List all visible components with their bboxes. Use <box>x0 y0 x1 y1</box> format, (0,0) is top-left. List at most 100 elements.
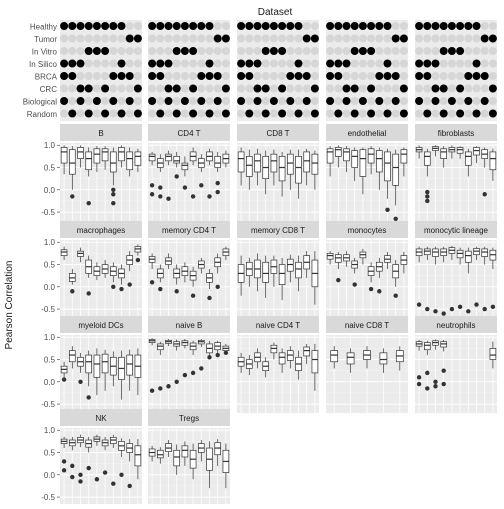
facet-strip <box>326 124 408 141</box>
dot-matrix-dot <box>391 59 400 68</box>
outlier-point <box>223 350 229 356</box>
dot-matrix-dot <box>84 97 93 105</box>
dot-matrix-dot <box>156 47 165 55</box>
dot-matrix-dot <box>431 47 440 55</box>
outlier-point <box>416 381 422 387</box>
box <box>295 156 302 184</box>
outlier-point <box>425 189 430 195</box>
dot-matrix-dot <box>350 97 359 105</box>
dot-matrix-dot <box>92 109 101 118</box>
dot-matrix-dot <box>464 84 473 93</box>
dot-matrix-dot <box>310 47 319 55</box>
dot-matrix-dot <box>464 97 473 105</box>
dot-matrix-dot <box>350 84 359 93</box>
box <box>68 350 76 363</box>
dot-matrix-dot <box>172 59 181 68</box>
dot-matrix-dot <box>399 34 408 43</box>
dot-matrix-dot <box>172 22 181 30</box>
dot-matrix-dot <box>294 34 303 43</box>
outlier-point <box>466 309 471 314</box>
dot-matrix-dot <box>68 72 77 80</box>
dot-matrix-dot <box>472 59 481 68</box>
facet-panel: endothelial <box>326 124 408 221</box>
dot-matrix-dot <box>197 59 206 68</box>
outlier-point <box>385 207 390 213</box>
dot-matrix-dot <box>213 109 222 118</box>
dot-matrix-dot <box>156 34 165 43</box>
dot-matrix-dot <box>415 72 424 80</box>
y-tick-label: 0.0 <box>44 471 56 480</box>
outlier-point <box>425 194 430 199</box>
dot-matrix-dot <box>358 22 367 30</box>
dot-matrix-dot <box>278 34 287 43</box>
dot-matrix-dot <box>60 59 69 68</box>
dot-matrix-dot <box>125 97 134 105</box>
dot-matrix-dot <box>399 59 408 68</box>
dot-matrix-dot <box>286 59 295 68</box>
dot-matrix-dot <box>310 84 319 93</box>
dot-matrix-dot <box>237 109 246 118</box>
outlier-point <box>416 302 422 307</box>
box <box>440 148 448 159</box>
dot-matrix-dot <box>415 109 424 118</box>
dot-matrix-dot <box>237 84 246 93</box>
outlier-point <box>94 477 100 482</box>
outlier-point <box>449 306 455 312</box>
dot-matrix-dot <box>109 59 118 68</box>
outlier-point <box>111 481 116 486</box>
y-tick-label: -0.5 <box>41 493 55 502</box>
box <box>311 153 319 175</box>
outlier-point <box>119 472 124 477</box>
dot-matrix-dot <box>480 34 489 43</box>
facet-panel: CD4 T <box>148 124 230 221</box>
dot-matrix-dot <box>294 72 303 80</box>
facet-title: myeloid DCs <box>78 321 123 330</box>
facet-panel: myeloid DCs 1.0 0.5 0.0 -0.5 <box>41 316 142 413</box>
dot-matrix-dot <box>253 47 262 55</box>
box <box>367 148 375 164</box>
facet-strip <box>415 124 497 141</box>
dot-matrix-dot <box>213 34 222 43</box>
box <box>464 151 472 166</box>
facet-title: monocytic lineage <box>424 226 489 235</box>
dot-matrix-dot <box>431 59 440 68</box>
dot-matrix-dot <box>294 22 303 30</box>
dot-matrix-dot <box>472 72 481 80</box>
dot-matrix-dot <box>109 84 118 93</box>
dot-matrix-dot <box>358 109 367 118</box>
dot-matrix-row-label: CRC <box>40 85 58 94</box>
dot-matrix-dot <box>375 34 384 43</box>
y-tick-label: 1.0 <box>44 333 56 342</box>
dot-matrix-dot <box>205 34 214 43</box>
outlier-point <box>393 216 398 221</box>
dot-matrix-dot <box>310 34 319 43</box>
dot-matrix-dot <box>92 84 101 93</box>
dot-matrix-dot <box>180 59 189 68</box>
dot-matrix-dot <box>447 34 456 43</box>
dot-matrix-dot <box>310 22 319 30</box>
box <box>489 151 497 171</box>
box <box>156 449 164 459</box>
dot-matrix-dot <box>125 34 134 43</box>
dot-matrix-dot <box>439 109 448 118</box>
facet-strip <box>148 316 230 333</box>
y-tick-label: -0.5 <box>41 400 55 409</box>
dot-matrix-dot <box>180 22 189 30</box>
dot-matrix-dot <box>221 22 230 30</box>
facet-strip <box>148 124 230 141</box>
dot-matrix-dot <box>172 84 181 93</box>
box <box>303 151 311 173</box>
dot-matrix-dot <box>133 97 142 105</box>
dot-matrix-dot <box>488 59 497 68</box>
dot-matrix-dot <box>278 84 287 93</box>
facet-strip <box>60 124 142 141</box>
dot-matrix-dot <box>237 97 246 105</box>
dot-matrix-dot <box>221 59 230 68</box>
dot-matrix-dot <box>213 97 222 105</box>
dot-matrix-dot <box>68 84 77 93</box>
facet-strip <box>415 316 497 333</box>
outlier-point <box>61 377 67 382</box>
dot-matrix-dot <box>367 72 376 80</box>
outlier-point <box>135 257 141 263</box>
